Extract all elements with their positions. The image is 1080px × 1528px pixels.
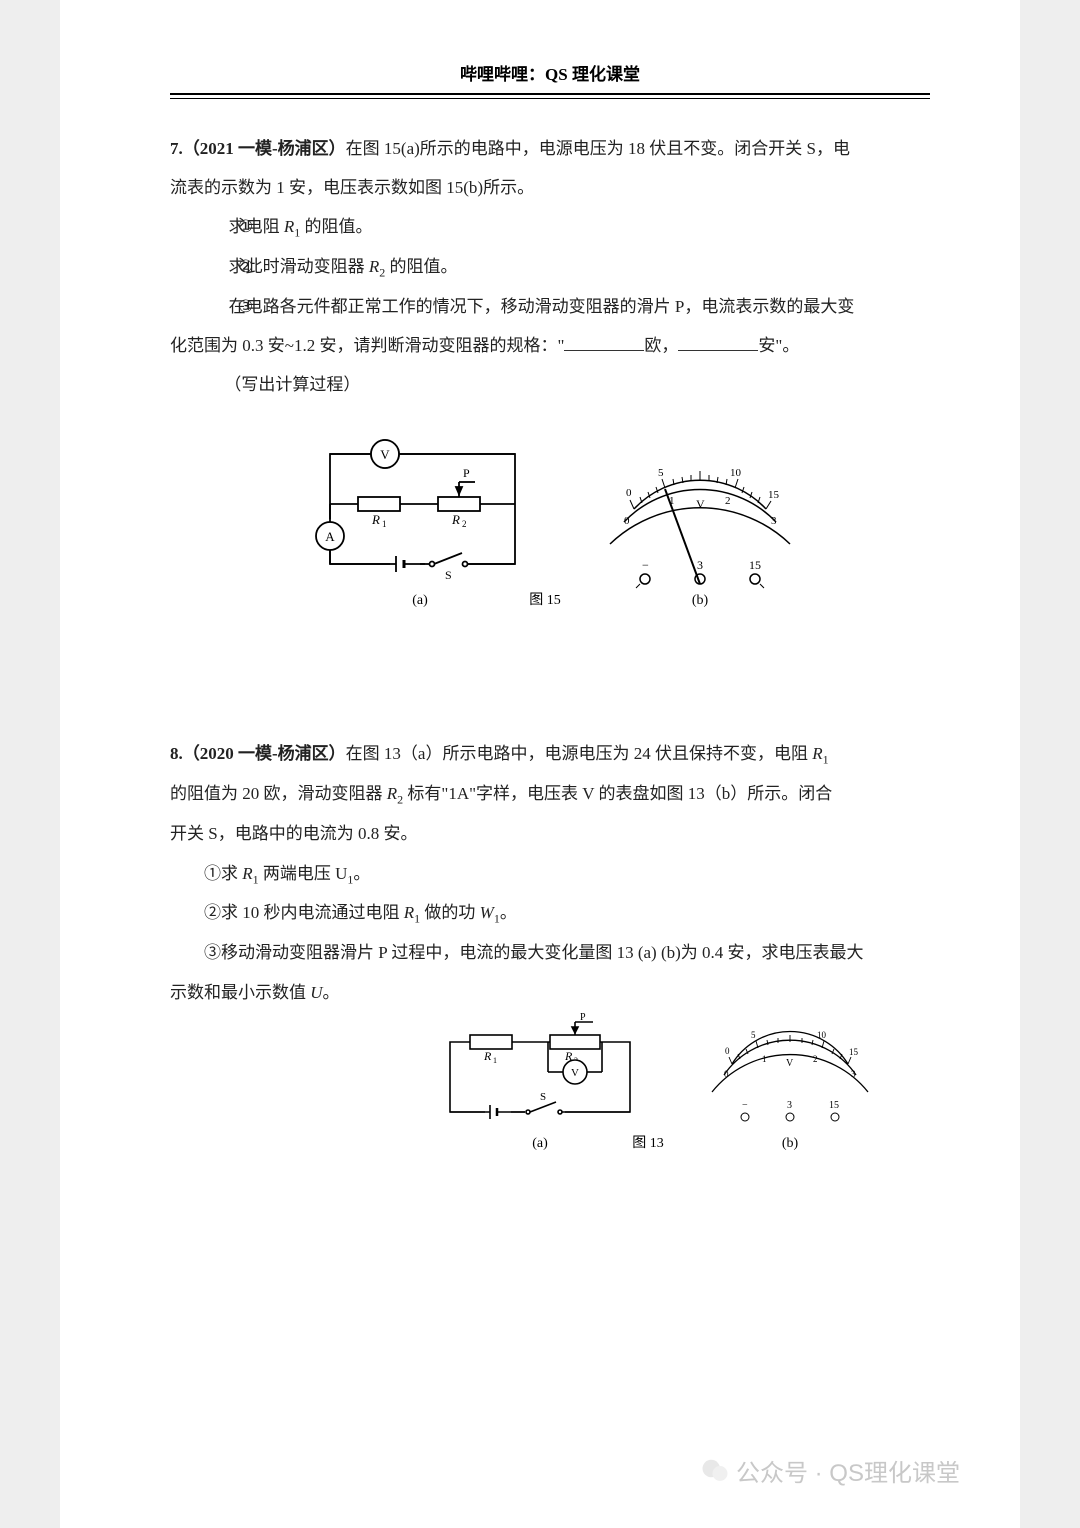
r2-label: R [451,512,460,527]
fig15-center-label: 图 15 [529,593,561,608]
svg-text:3: 3 [697,558,703,572]
q1-tail: 的阻值。 [300,217,372,236]
p8-intro3: 开关 S，电路中的电流为 0.8 安。 [170,824,417,843]
fig15-a-label: (a) [412,593,428,608]
circuit-a: V V P R 1 R [316,440,515,582]
svg-text:15: 15 [849,1047,859,1057]
problem-7-intro-line2: 流表的示数为 1 安，电压表示数如图 15(b)所示。 [170,178,534,197]
p8-intro1: 在图 13（a）所示电路中，电源电压为 24 伏且保持不变，电阻 [346,744,813,763]
q1-text: 求电阻 [229,217,284,236]
svg-text:10: 10 [817,1030,827,1040]
circuit-13a: R 1 P R 2 V [450,1012,630,1124]
figure-13: R 1 P R 2 V [170,1012,930,1172]
svg-text:1: 1 [493,1056,497,1065]
svg-text:0: 0 [725,1046,730,1056]
p8-q1: ①求 R1 两端电压 U1。 [170,854,930,894]
problem-7-q3-line1: ③ 在电路各元件都正常工作的情况下，移动滑动变阻器的滑片 P，电流表示数的最大变 [170,287,930,326]
svg-text:5: 5 [658,467,664,479]
ammeter-label: A [325,529,335,544]
circled-2: ② [204,247,224,286]
svg-text:0: 0 [624,515,630,527]
watermark: 公众号 · QS理化课堂 [700,1453,960,1488]
slider-p-label: P [463,466,470,480]
problem-8-tag: 8.（2020 一模-杨浦区） [170,744,346,763]
problem-7-q1: ① 求电阻 R1 的阻值。 [170,207,930,247]
svg-text:3: 3 [851,1069,856,1079]
spacer [170,674,930,734]
header-rule-thick [170,93,930,95]
blank-ohm[interactable] [564,334,644,351]
svg-text:V: V [571,1067,579,1079]
switch-label: S [445,568,452,582]
q2-tail: 的阻值。 [385,257,457,276]
problem-7: 7.（2021 一模-杨浦区）在图 15(a)所示的电路中，电源电压为 18 伏… [170,129,930,404]
svg-text:R: R [483,1049,492,1063]
svg-text:S: S [540,1091,546,1103]
svg-text:1: 1 [382,519,387,529]
fig13-a-label: (a) [532,1136,548,1151]
problem-7-intro-line1: 在图 15(a)所示的电路中，电源电压为 18 伏且不变。闭合开关 S，电 [346,139,850,158]
svg-text:3: 3 [787,1100,792,1111]
q1-var: R [284,217,294,236]
r1-label: R [371,512,380,527]
circled-1: ① [204,207,224,246]
blank-amp[interactable] [678,334,758,351]
watermark-text: 公众号 · QS理化课堂 [736,1453,960,1488]
problem-7-note: （写出计算过程） [170,365,360,404]
svg-text:P: P [580,1012,586,1023]
meter-v-label: V [696,497,705,511]
svg-text:2: 2 [462,519,467,529]
p8-intro1-var: R [812,744,822,763]
svg-text:0: 0 [626,487,632,499]
circled-3: ③ [204,287,224,326]
meter-13b: 0 5 10 15 0 1 2 3 V − 3 15 [712,1030,868,1121]
q3b-mid: 欧， [644,336,678,355]
p8-q3-line2: 示数和最小示数值 U。 [170,983,340,1002]
svg-text:−: − [642,558,649,572]
svg-text:5: 5 [751,1030,756,1040]
svg-text:V: V [786,1058,794,1069]
problem-8: 8.（2020 一模-杨浦区）在图 13（a）所示电路中，电源电压为 24 伏且… [170,734,930,1011]
meter-b: 0 5 10 15 0 1 2 3 V − 3 15 [610,467,790,588]
fig13-center-label: 图 13 [632,1136,664,1151]
problem-7-q2: ② 求此时滑动变阻器 R2 的阻值。 [170,247,930,287]
page: 哔哩哔哩：QS 理化课堂 7.（2021 一模-杨浦区）在图 15(a)所示的电… [60,0,1020,1528]
p8-q3-line1: ③移动滑动变阻器滑片 P 过程中，电流的最大变化量图 13 (a) (b)为 0… [170,933,930,972]
svg-text:2: 2 [725,495,731,507]
svg-text:10: 10 [730,467,742,479]
svg-text:3: 3 [771,515,777,527]
fig15-b-label: (b) [692,593,709,608]
q3b-pre: 化范围为 0.3 安~1.2 安，请判断滑动变阻器的规格：" [170,336,564,355]
q3a-text: 在电路各元件都正常工作的情况下，移动滑动变阻器的滑片 P，电流表示数的最大变 [229,297,855,316]
problem-7-q3-line2: 化范围为 0.3 安~1.2 安，请判断滑动变阻器的规格：" 欧， 安"。 [170,336,799,355]
svg-text:V: V [380,447,390,462]
problem-7-tag: 7.（2021 一模-杨浦区） [170,139,346,158]
svg-text:0: 0 [724,1069,729,1079]
p8-q2: ②求 10 秒内电流通过电阻 R1 做的功 W1。 [170,893,930,933]
p8-intro2b: 标有"1A"字样，电压表 V 的表盘如图 13（b）所示。闭合 [403,784,832,803]
q2-text: 求此时滑动变阻器 [229,257,369,276]
wechat-icon [700,1456,730,1486]
svg-text:1: 1 [762,1054,767,1064]
meter-needle [665,489,700,584]
fig13-b-label: (b) [782,1136,799,1151]
svg-text:15: 15 [768,489,780,501]
svg-text:−: − [742,1100,748,1111]
header-rule-thin [170,98,930,99]
q3b-end: 安"。 [758,336,799,355]
figure-13-svg: R 1 P R 2 V [430,1012,890,1172]
figure-15-svg: V V P R 1 R [290,424,810,614]
p8-intro2a: 的阻值为 20 欧，滑动变阻器 [170,784,387,803]
svg-text:15: 15 [749,558,761,572]
q2-var: R [369,257,379,276]
figure-15: V V P R 1 R [170,424,930,614]
svg-text:2: 2 [813,1054,818,1064]
svg-text:15: 15 [829,1100,839,1111]
page-header-title: 哔哩哔哩：QS 理化课堂 [170,60,930,93]
